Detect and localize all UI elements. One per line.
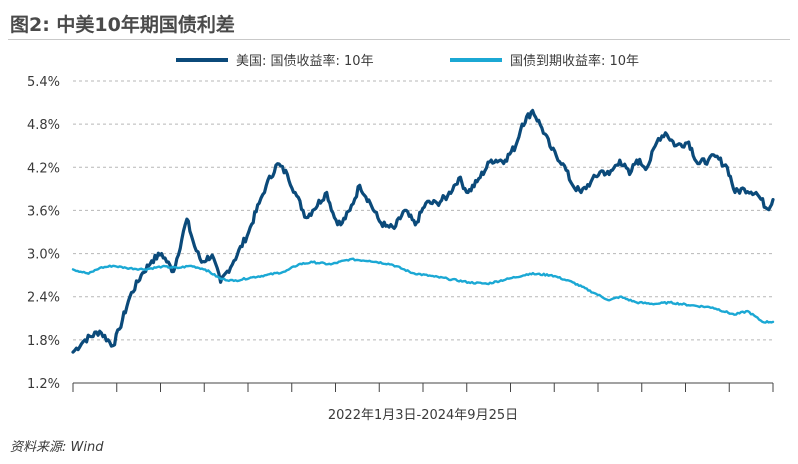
legend-label-us: 美国: 国债收益率: 10年 bbox=[236, 53, 374, 69]
y-axis-ticks: 1.2% 1.8% 2.4% 3.0% 3.6% 4.2% 4.8% 5.4% bbox=[27, 75, 60, 392]
y-tick-label: 5.4% bbox=[27, 75, 60, 90]
x-axis-label: 2022年1月3日-2024年9月25日 bbox=[328, 408, 518, 423]
series-line-us bbox=[71, 108, 775, 354]
x-axis bbox=[72, 382, 774, 392]
series-line-cn bbox=[71, 257, 775, 324]
title-divider bbox=[8, 39, 790, 40]
series-lines bbox=[71, 108, 775, 354]
legend-label-cn: 国债到期收益率: 10年 bbox=[510, 53, 639, 69]
y-tick-label: 3.0% bbox=[27, 248, 60, 263]
source-note: 资料来源: Wind bbox=[10, 440, 104, 455]
legend: 美国: 国债收益率: 10年 国债到期收益率: 10年 bbox=[176, 53, 639, 69]
chart-title: 图2: 中美10年期国债利差 bbox=[10, 14, 235, 36]
y-tick-label: 2.4% bbox=[27, 291, 60, 306]
y-tick-label: 4.8% bbox=[27, 118, 60, 133]
y-tick-label: 1.8% bbox=[27, 334, 60, 349]
y-tick-label: 4.2% bbox=[27, 161, 60, 176]
y-tick-label: 3.6% bbox=[27, 204, 60, 219]
y-tick-label: 1.2% bbox=[27, 377, 60, 392]
